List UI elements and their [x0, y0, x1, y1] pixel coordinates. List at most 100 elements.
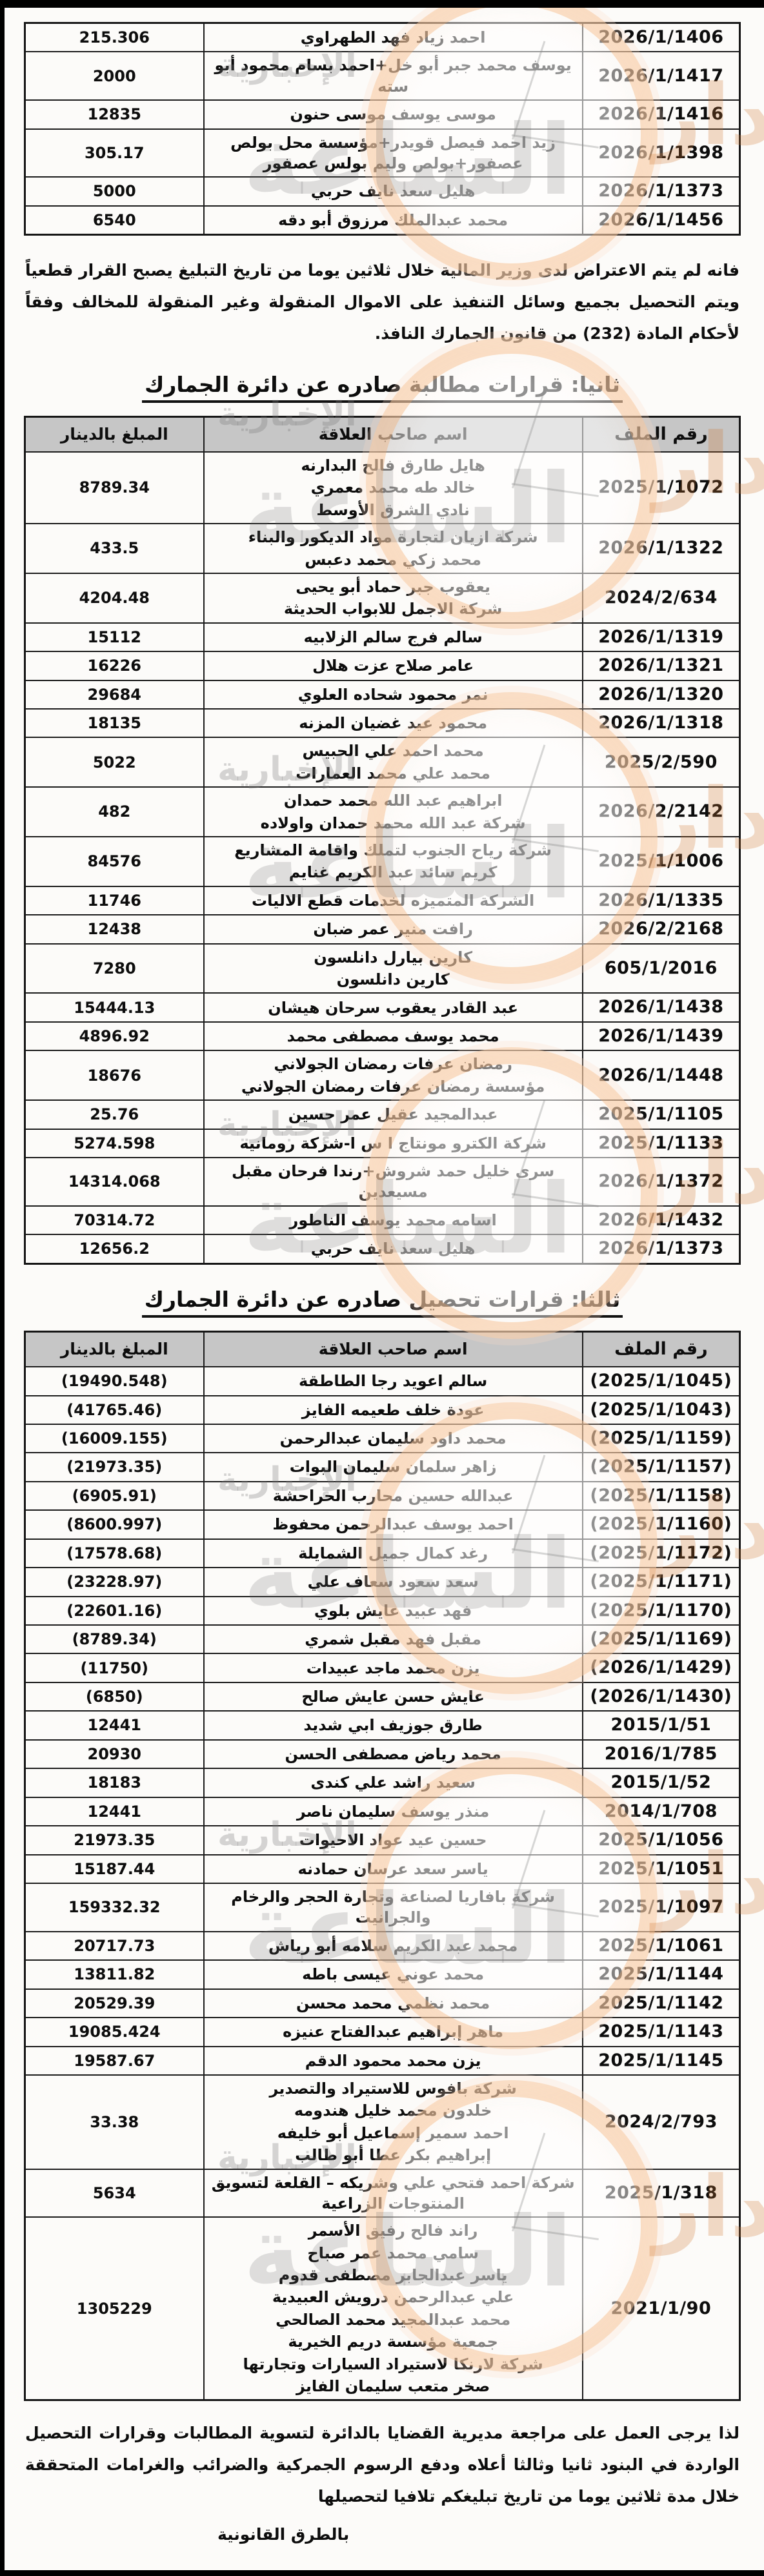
amount-cell: 4896.92	[24, 1021, 205, 1052]
table-row: 2026/1/1416 موسى يوسف موسى حنون 12835	[24, 99, 741, 130]
name-cell: الشركة المتميزه لخدمات قطع الاليات	[203, 885, 583, 916]
amount-cell: 33.38	[24, 2074, 205, 2170]
file-number-cell: (2025/1/1043)	[581, 1395, 741, 1425]
file-number-cell: 2026/1/1416	[581, 99, 741, 130]
name-line: شركة احمد فتحي علي وشريكه – القلعة لتسوي…	[211, 2173, 575, 2213]
amount-cell: 70314.72	[24, 1205, 205, 1236]
amount-cell: 20717.73	[24, 1930, 205, 1961]
name-line: نمر محمود شحاده العلوي	[297, 685, 488, 704]
table-row: 2025/1/318 شركة احمد فتحي علي وشريكه – ال…	[24, 2168, 741, 2218]
file-number-cell: 2026/1/1432	[581, 1205, 741, 1236]
table-row: 2015/1/51 طارق جوزيف ابي شديد 12441	[24, 1710, 741, 1741]
finality-paragraph: فانه لم يتم الاعتراض لدى وزير المالية خل…	[25, 261, 739, 343]
section2-heading-text: ثانيا: قرارات مطالبة صادره عن دائرة الجم…	[142, 372, 623, 403]
table-row: (2025/1/1158) عبدالله حسين محارب الحراحشة…	[24, 1480, 741, 1511]
name-cell: احمد زياد فهد الطهراوي	[203, 22, 583, 53]
file-number-cell: 2025/1/1142	[581, 1988, 741, 2019]
table-row: (2026/1/1430) عايش حسن عايش صالح (6850)	[24, 1681, 741, 1712]
file-number-cell: (2026/1/1429)	[581, 1653, 741, 1683]
name-line: عودة خلف طعيمه الفايز	[301, 1400, 485, 1419]
name-line: كارين دانلسون	[336, 970, 450, 989]
amount-cell: 215.306	[24, 22, 205, 53]
file-number-cell: 2025/1/1145	[581, 2045, 741, 2076]
file-number-cell: (2025/1/1160)	[581, 1509, 741, 1540]
file-number-cell: (2025/1/1170)	[581, 1595, 741, 1626]
amount-cell: (8600.997)	[24, 1509, 205, 1540]
name-line: شركة عبد الله محمد حمدان واولاده	[260, 813, 526, 832]
file-number-header: رقم الملف	[581, 1331, 741, 1368]
name-line: نادي الشرق الأوسط	[316, 500, 470, 519]
table-row: 2026/1/1321 عامر صلاح عزت هلال 16226	[24, 651, 741, 681]
closing-paragraph-lastline: بالطرق القانونية	[217, 2524, 350, 2544]
name-cell: شركة بافوس للاستيراد والتصدير خلدون محمد …	[203, 2074, 583, 2170]
file-number-cell: 2025/1/1105	[581, 1099, 741, 1130]
amount-cell: 4204.48	[24, 572, 205, 624]
amount-cell: 159332.32	[24, 1882, 205, 1932]
table-row: 2026/2/2168 رافت منير عمر ضبان 12438	[24, 914, 741, 945]
demand-table-body: 2025/1/1072 هايل طارق فالح البدارنه خالد ط…	[24, 451, 741, 1265]
table-row: 2026/1/1318 محمود عيد غضيان المزنه 18135	[24, 708, 741, 739]
name-cell: شركة رياح الجنوب لتملك واقامة المشاريع كر…	[203, 836, 583, 887]
amount-cell: 305.17	[24, 128, 205, 178]
table-row: (2025/1/1170) فهد عبيد عايش بلوي (22601.16…	[24, 1595, 741, 1626]
amount-cell: 15112	[24, 622, 205, 653]
table-row: 2026/1/1432 اسامه محمد يوسف الناطور 70314.…	[24, 1205, 741, 1236]
collection-decisions-table: رقم الملف اسم صاحب العلاقة المبلغ بالدين…	[24, 1330, 741, 2402]
amount-cell: (21973.35)	[24, 1452, 205, 1482]
name-line: حسين عيد عواد الاحيوات	[299, 1831, 487, 1850]
name-cell: احمد يوسف عبدالرحمن محفوظ	[203, 1509, 583, 1540]
amount-cell: 12835	[24, 99, 205, 130]
name-line: اسامه محمد يوسف الناطور	[289, 1211, 497, 1229]
name-cell: زاهر سلمان سليمان البوات	[203, 1452, 583, 1482]
name-cell: عبد القادر يعقوب سرحان هيشان	[203, 992, 583, 1023]
file-number-cell: 2026/1/1438	[581, 992, 741, 1023]
table-row: 2026/1/1373 هليل سعد نايف حربي 5000	[24, 176, 741, 207]
file-number-cell: 2026/2/2142	[581, 786, 741, 838]
name-line: طارق جوزيف ابي شديد	[303, 1716, 483, 1735]
amount-cell: 20930	[24, 1739, 205, 1770]
name-line: موسى يوسف موسى حنون	[290, 105, 496, 124]
section3-heading-text: ثالثا: قرارات تحصيل صادره عن دائرة الجما…	[141, 1287, 623, 1318]
name-cell: عبدالله حسين محارب الحراحشة	[203, 1480, 583, 1511]
name-header: اسم صاحب العلاقة	[203, 1331, 583, 1368]
file-number-cell: 2026/1/1318	[581, 708, 741, 739]
name-cell: طارق جوزيف ابي شديد	[203, 1710, 583, 1741]
name-cell: سعيد راشد علي كندى	[203, 1768, 583, 1798]
file-number-cell: 2025/2/590	[581, 737, 741, 788]
file-number-header: رقم الملف	[581, 416, 741, 453]
name-line: سعد سعود سعاف علي	[307, 1573, 479, 1591]
file-number-cell: 2026/1/1372	[581, 1157, 741, 1207]
name-line: احمد زياد فهد الطهراوي	[300, 28, 486, 47]
header-row: رقم الملف اسم صاحب العلاقة المبلغ بالدين…	[24, 416, 741, 453]
name-cell: محمد داود سليمان عبدالرحمن	[203, 1423, 583, 1454]
table-row: 2016/1/785 محمد رياض مصطفى الحسن 20930	[24, 1739, 741, 1770]
name-cell: ياسر سعد عرسان حمادنه	[203, 1854, 583, 1884]
file-number-cell: 2021/1/90	[581, 2216, 741, 2401]
table-row: 2014/1/708 منذر يوسف سليمان ناصر 12441	[24, 1796, 741, 1827]
name-line: شركة رياح الجنوب لتملك واقامة المشاريع	[234, 841, 552, 860]
name-line: محمود عيد غضيان المزنه	[299, 714, 488, 733]
amount-cell: 19587.67	[24, 2045, 205, 2076]
name-cell: رافت منير عمر ضبان	[203, 914, 583, 945]
name-cell: عبدالمجيد عقيل عمر حسين	[203, 1099, 583, 1130]
table-row: 2025/1/1072 هايل طارق فالح البدارنه خالد ط…	[24, 451, 741, 525]
amount-cell: 18135	[24, 708, 205, 739]
name-cell: شركة ازيان لتجارة مواد الديكور والبناء مح…	[203, 523, 583, 574]
collection-table-header: رقم الملف اسم صاحب العلاقة المبلغ بالدين…	[24, 1331, 741, 1368]
name-line: شركة ازيان لتجارة مواد الديكور والبناء	[248, 528, 538, 547]
header-row: رقم الملف اسم صاحب العلاقة المبلغ بالدين…	[24, 1331, 741, 1368]
file-number-cell: 2026/1/1448	[581, 1050, 741, 1101]
file-number-cell: 2015/1/52	[581, 1768, 741, 1798]
name-line: مؤسسة رمضان عرفات رمضان الجولاني	[241, 1077, 545, 1096]
file-number-cell: 2014/1/708	[581, 1796, 741, 1827]
name-cell: عامر صلاح عزت هلال	[203, 651, 583, 681]
table-row: (2025/1/1169) مقبل فهد مقبل شمري (8789.34)	[24, 1624, 741, 1655]
name-line: خالد طه محمد معمري	[310, 478, 476, 497]
file-number-cell: 2025/1/1097	[581, 1882, 741, 1932]
file-number-cell: (2025/1/1157)	[581, 1452, 741, 1482]
name-cell: ماهر إبراهيم عبدالفتاح عنيزه	[203, 2017, 583, 2047]
file-number-cell: 2026/1/1406	[581, 22, 741, 53]
file-number-cell: 2025/1/1006	[581, 836, 741, 887]
name-line: هليل سعد نايف حربي	[310, 182, 476, 201]
